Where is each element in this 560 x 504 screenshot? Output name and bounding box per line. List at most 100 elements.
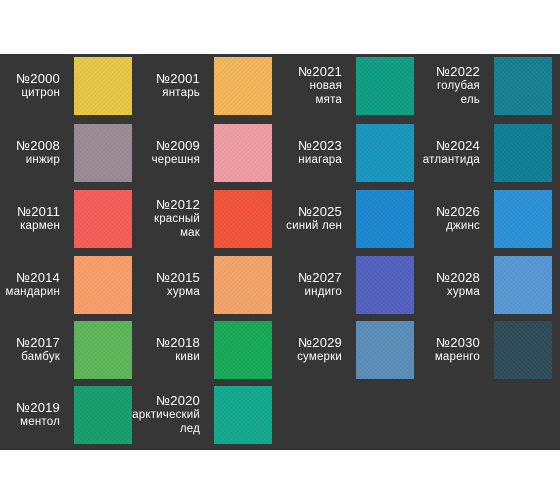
swatch-label: №2024 атлантида — [400, 124, 480, 182]
swatch-item: №2000 цитрон — [0, 57, 132, 115]
swatch-code: №2020 — [156, 393, 200, 408]
swatch-name: новая — [309, 80, 342, 92]
color-swatch — [74, 256, 132, 314]
color-swatch — [214, 124, 272, 182]
color-swatch — [494, 321, 552, 379]
swatch-item: №2018 киви — [134, 321, 272, 379]
swatch-name: лед — [179, 423, 200, 435]
swatch-item: №2015 хурма — [134, 256, 272, 314]
swatch-name: мандарин — [5, 286, 60, 298]
swatch-name: черешня — [151, 154, 200, 166]
color-swatch — [74, 321, 132, 379]
swatch-name: синий лен — [286, 220, 342, 232]
swatch-code: №2019 — [16, 400, 60, 415]
swatch-label: №2008 инжир — [0, 124, 60, 182]
color-swatch — [214, 57, 272, 115]
swatch-label: №2018 киви — [120, 321, 200, 379]
swatch-code: №2014 — [16, 270, 60, 285]
swatch-item: №2022 голубая ель — [414, 57, 552, 115]
swatch-code: №2000 — [16, 71, 60, 86]
color-swatch — [214, 321, 272, 379]
swatch-code: №2028 — [436, 270, 480, 285]
swatch-label: №2026 джинс — [400, 190, 480, 248]
swatch-name: арктический — [132, 409, 200, 421]
swatch-name: ниагара — [298, 154, 342, 166]
color-swatch — [214, 190, 272, 248]
color-swatch — [356, 124, 414, 182]
swatch-item: №2011 кармен — [0, 190, 132, 248]
swatch-label: №2023 ниагара — [262, 124, 342, 182]
swatch-code: №2025 — [298, 204, 342, 219]
swatch-code: №2008 — [16, 138, 60, 153]
swatch-item: №2012 красный мак — [134, 190, 272, 248]
swatch-code: №2009 — [156, 138, 200, 153]
swatch-item: №2014 мандарин — [0, 256, 132, 314]
color-swatch — [74, 190, 132, 248]
swatch-code: №2018 — [156, 335, 200, 350]
swatch-label: №2022 голубая ель — [400, 57, 480, 115]
swatch-label: №2020 арктический лед — [120, 386, 200, 444]
swatch-item: №2029 сумерки — [276, 321, 414, 379]
color-swatch — [74, 57, 132, 115]
swatch-item: №2020 арктический лед — [132, 386, 272, 444]
swatch-label: №2001 янтарь — [120, 57, 200, 115]
swatch-code: №2001 — [156, 71, 200, 86]
swatch-item: №2023 ниагара — [276, 124, 414, 182]
swatch-name: цитрон — [21, 87, 60, 99]
swatch-label: №2029 сумерки — [262, 321, 342, 379]
color-swatch — [74, 124, 132, 182]
swatch-item: №2017 бамбук — [0, 321, 132, 379]
swatch-label: №2009 черешня — [120, 124, 200, 182]
swatch-code: №2026 — [436, 204, 480, 219]
swatch-name: красный — [153, 213, 200, 225]
swatch-code: №2021 — [298, 64, 342, 79]
swatch-name: сумерки — [297, 351, 342, 363]
color-swatch — [74, 386, 132, 444]
color-swatch — [214, 256, 272, 314]
swatch-item: №2009 черешня — [134, 124, 272, 182]
swatch-code: №2023 — [298, 138, 342, 153]
color-swatch — [494, 57, 552, 115]
swatch-item: №2025 синий лен — [276, 190, 414, 248]
swatch-item: №2001 янтарь — [134, 57, 272, 115]
color-swatch — [494, 256, 552, 314]
color-swatch — [214, 386, 272, 444]
swatch-item: №2008 инжир — [0, 124, 132, 182]
swatch-item: №2028 хурма — [414, 256, 552, 314]
swatch-name: хурма — [446, 286, 480, 298]
swatch-label: №2015 хурма — [120, 256, 200, 314]
swatch-name: мак — [180, 227, 200, 239]
swatch-name: инжир — [25, 154, 60, 166]
color-swatch — [356, 321, 414, 379]
swatch-code: №2015 — [156, 270, 200, 285]
swatch-name: янтарь — [162, 87, 200, 99]
swatch-label: №2025 синий лен — [262, 190, 342, 248]
color-swatch — [356, 57, 414, 115]
swatch-name: хурма — [166, 286, 200, 298]
swatch-item: №2021 новая мята — [276, 57, 414, 115]
swatch-code: №2027 — [298, 270, 342, 285]
swatch-code: №2017 — [16, 335, 60, 350]
swatch-name: атлантида — [422, 154, 480, 166]
swatch-name: ель — [460, 94, 480, 106]
color-swatch — [494, 190, 552, 248]
swatch-item: №2027 индиго — [276, 256, 414, 314]
swatch-label: №2028 хурма — [400, 256, 480, 314]
swatch-name: киви — [175, 351, 200, 363]
swatch-item: №2024 атлантида — [414, 124, 552, 182]
swatch-label: №2030 маренго — [400, 321, 480, 379]
swatch-code: №2024 — [436, 138, 480, 153]
swatch-name: бамбук — [21, 351, 60, 363]
color-swatch — [494, 124, 552, 182]
swatch-name: кармен — [20, 220, 60, 232]
swatch-code: №2022 — [436, 64, 480, 79]
swatch-label: №2000 цитрон — [0, 57, 60, 115]
color-swatch — [356, 190, 414, 248]
swatch-name: голубая — [436, 80, 480, 92]
swatch-name: мята — [315, 94, 342, 106]
swatch-name: джинс — [446, 220, 480, 232]
swatch-label: №2011 кармен — [0, 190, 60, 248]
swatch-code: №2029 — [298, 335, 342, 350]
color-palette-board: №2000 цитрон №2001 янтарь №2021 новая мята №202… — [0, 54, 560, 450]
swatch-label: №2027 индиго — [262, 256, 342, 314]
